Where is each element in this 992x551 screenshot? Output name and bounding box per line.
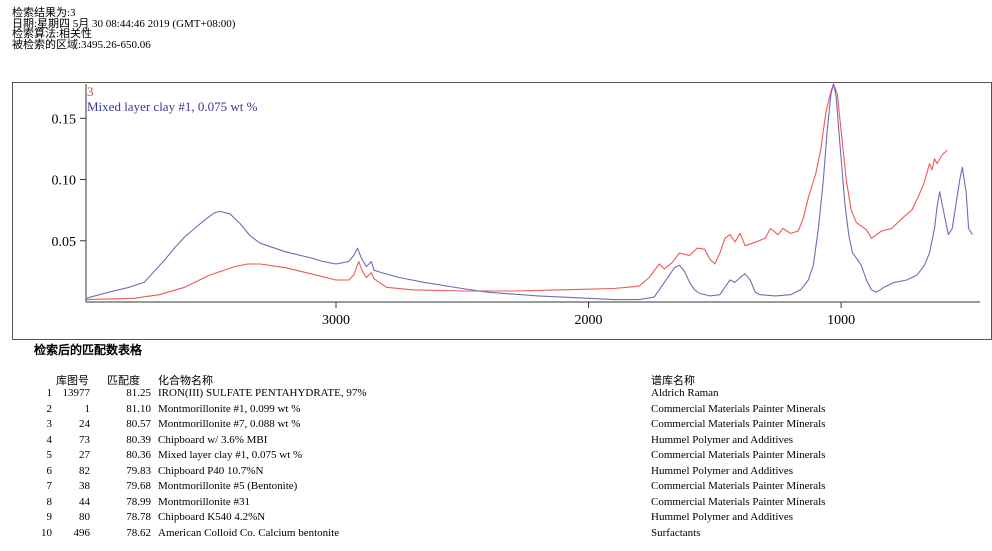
spectrum-plot[interactable]: 0.15 0.10 0.05 3000 2000 1000 3 Mixed layer … xyxy=(12,82,992,340)
library-name: Aldrich Raman xyxy=(651,387,719,399)
library-name: Commercial Materials Painter Minerals xyxy=(651,495,826,508)
match-table-title: 检索后的匹配数表格 xyxy=(34,343,143,357)
search-summary: 检索结果为:3 日期:星期四 5月 30 08:44:46 2019 (GMT+… xyxy=(12,8,235,50)
library-name: Surfactants xyxy=(651,526,701,539)
row-index: 6 xyxy=(46,464,53,477)
match-score: 79.68 xyxy=(126,480,151,492)
compound-name: Montmorillonite #1, 0.099 wt % xyxy=(158,402,301,415)
compound-name: American Colloid Co. Calcium bentonite xyxy=(158,526,340,539)
match-score: 80.36 xyxy=(126,449,151,461)
row-index: 10 xyxy=(41,526,52,539)
table-row[interactable]: 7 38 79.68 Montmorillonite #5 (Bentonite) Co… xyxy=(0,480,992,495)
compound-name: Chipboard w/ 3.6% MBI xyxy=(158,433,268,446)
compound-name: Montmorillonite #7, 0.088 wt % xyxy=(158,418,301,430)
col-compound-name: 化合物名称 xyxy=(158,374,213,387)
library-id: 80 xyxy=(79,511,90,523)
table-row[interactable]: 10 496 78.62 American Colloid Co. Calcium b… xyxy=(0,527,992,542)
match-score: 81.25 xyxy=(126,387,151,399)
search-date: 日期:星期四 5月 30 08:44:46 2019 (GMT+08:00) xyxy=(12,17,236,30)
y-tick-label: 0.15 xyxy=(52,112,77,127)
match-score: 80.39 xyxy=(126,433,151,446)
col-library-name: 谱库名称 xyxy=(651,374,695,387)
x-tick-label: 1000 xyxy=(827,313,855,328)
match-score: 78.62 xyxy=(126,526,151,539)
library-name: Commercial Materials Painter Minerals xyxy=(651,402,826,415)
annotation-label: Mixed layer clay #1, 0.075 wt % xyxy=(87,99,258,114)
library-id: 24 xyxy=(79,418,90,430)
compound-name: Montmorillonite #31 xyxy=(158,495,250,508)
annotation-index: 3 xyxy=(87,84,94,99)
library-name: Hummel Polymer and Additives xyxy=(651,511,794,523)
table-header: 库图号 匹配度 化合物名称 谱库名称 xyxy=(0,372,992,387)
library-id: 82 xyxy=(79,464,90,477)
match-score: 79.83 xyxy=(126,464,151,477)
series-line-blue xyxy=(85,83,973,301)
row-index: 7 xyxy=(46,480,53,492)
row-index: 5 xyxy=(46,449,53,461)
row-index: 8 xyxy=(46,495,53,508)
table-row[interactable]: 2 1 81.10 Montmorillonite #1, 0.099 wt % Com… xyxy=(0,403,992,418)
search-algorithm: 检索算法:相关性 xyxy=(12,28,93,40)
library-name: Hummel Polymer and Additives xyxy=(651,464,794,477)
library-name: Commercial Materials Painter Minerals xyxy=(651,449,826,461)
result-count: 检索结果为:3 xyxy=(12,7,76,19)
match-score: 78.99 xyxy=(126,495,151,508)
table-row[interactable]: 4 73 80.39 Chipboard w/ 3.6% MBI Hummel Poly… xyxy=(0,434,992,449)
table-row[interactable]: 5 27 80.36 Mixed layer clay #1, 0.075 wt % C… xyxy=(0,449,992,464)
y-tick-label: 0.10 xyxy=(52,174,77,189)
match-score: 81.10 xyxy=(126,402,151,415)
match-score: 78.78 xyxy=(126,511,151,523)
library-id: 27 xyxy=(79,449,90,461)
table-row[interactable]: 8 44 78.99 Montmorillonite #31 Commercial Ma… xyxy=(0,496,992,511)
table-row[interactable]: 1 13977 81.25 IRON(III) SULFATE PENTAHYDRAT… xyxy=(0,387,992,402)
compound-name: Mixed layer clay #1, 0.075 wt % xyxy=(158,449,303,461)
row-index: 4 xyxy=(46,433,53,446)
y-tick-label: 0.05 xyxy=(52,235,77,250)
series-line-red xyxy=(85,83,948,301)
compound-name: Chipboard P40 10.7%N xyxy=(158,464,264,477)
row-index: 9 xyxy=(46,511,53,523)
x-tick-label: 3000 xyxy=(322,313,350,328)
row-index: 2 xyxy=(46,402,53,415)
row-index: 3 xyxy=(46,418,53,430)
table-row[interactable]: 9 80 78.78 Chipboard K540 4.2%N Hummel Polym… xyxy=(0,511,992,526)
x-tick-label: 2000 xyxy=(575,313,603,328)
compound-name: Montmorillonite #5 (Bentonite) xyxy=(158,480,298,492)
search-region: 被检索的区域:3495.26-650.06 xyxy=(12,38,151,51)
library-id: 44 xyxy=(79,495,90,508)
library-id: 38 xyxy=(79,480,90,492)
library-id: 1 xyxy=(84,402,91,415)
row-index: 1 xyxy=(46,387,53,399)
compound-name: IRON(III) SULFATE PENTAHYDRATE, 97% xyxy=(158,387,367,399)
library-name: Commercial Materials Painter Minerals xyxy=(651,480,826,492)
col-library-id: 库图号 xyxy=(56,374,89,387)
plot-frame xyxy=(12,82,992,340)
library-id: 73 xyxy=(79,433,90,446)
table-row[interactable]: 6 82 79.83 Chipboard P40 10.7%N Hummel Polym… xyxy=(0,465,992,480)
table-row[interactable]: 3 24 80.57 Montmorillonite #7, 0.088 wt % Co… xyxy=(0,418,992,433)
library-id: 13977 xyxy=(62,387,91,399)
library-id: 496 xyxy=(73,526,91,539)
compound-name: Chipboard K540 4.2%N xyxy=(158,511,266,523)
match-score: 80.57 xyxy=(126,418,151,430)
library-name: Commercial Materials Painter Minerals xyxy=(651,418,826,430)
library-name: Hummel Polymer and Additives xyxy=(651,433,794,446)
col-match-score: 匹配度 xyxy=(107,374,140,387)
